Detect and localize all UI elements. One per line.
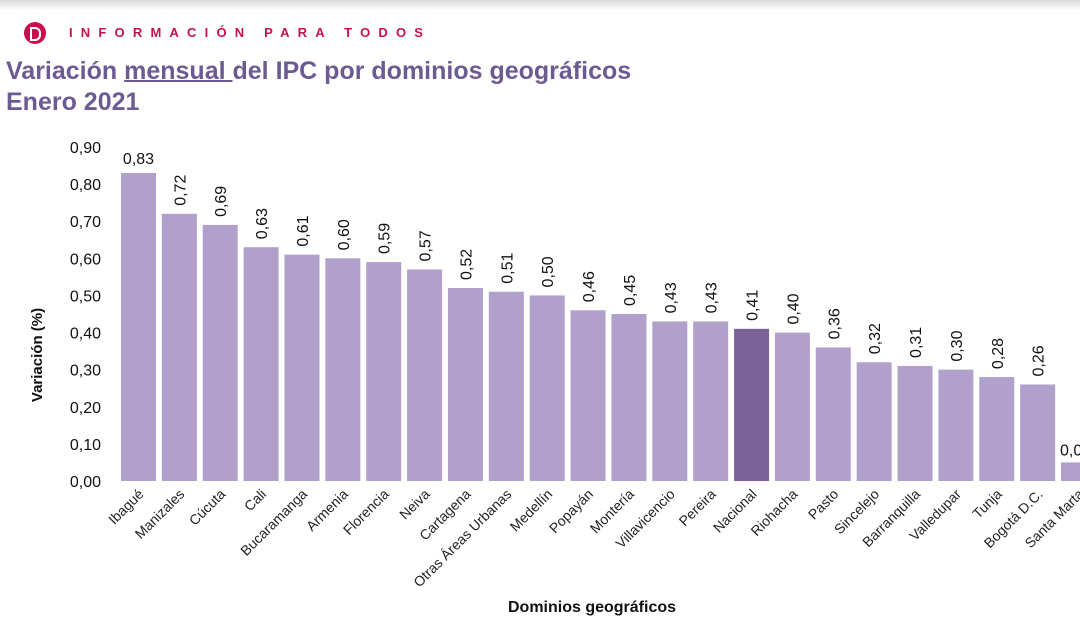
y-tick-label: 0,80 [70, 177, 101, 194]
data-label: 0,41 [745, 290, 762, 321]
data-label: 0,50 [540, 256, 557, 287]
bar [652, 321, 688, 481]
x-tick-label: Tunja [969, 486, 1005, 522]
data-label: 0,69 [213, 186, 230, 217]
x-axis-label: Dominios geográficos [508, 599, 676, 616]
data-label: 0,46 [581, 271, 598, 302]
x-tick-label: Popayán [546, 486, 596, 536]
bar [897, 365, 933, 481]
data-label: 0,63 [254, 208, 271, 239]
y-tick-label: 0,30 [70, 363, 101, 380]
bar [366, 262, 402, 481]
data-label: 0,59 [377, 223, 394, 254]
title-emphasis: mensual [124, 57, 233, 85]
bar [774, 332, 810, 481]
bar [243, 247, 279, 481]
x-tick-label: Cúcuta [186, 486, 229, 529]
bar [529, 295, 565, 481]
bar [938, 369, 974, 481]
data-label: 0,51 [499, 252, 516, 283]
data-label: 0,26 [1031, 345, 1048, 376]
x-tick-label: Cali [241, 486, 269, 514]
top-bar [0, 0, 1080, 10]
data-label: 0,60 [336, 219, 353, 250]
data-label: 0,05 [1060, 442, 1080, 459]
bar [693, 321, 729, 481]
x-tick-label: Neiva [396, 486, 433, 523]
y-tick-label: 0,40 [70, 326, 101, 343]
data-label: 0,40 [785, 293, 802, 324]
y-tick-label: 0,20 [70, 400, 101, 417]
bar [1061, 462, 1080, 481]
y-tick-label: 0,10 [70, 437, 101, 454]
bar [979, 377, 1015, 481]
data-label: 0,43 [704, 282, 721, 313]
bar [284, 254, 320, 481]
bar [202, 224, 238, 481]
bar [734, 328, 770, 481]
bar [407, 269, 443, 481]
tagline: INFORMACIÓN PARA TODOS [69, 25, 432, 40]
bar [447, 288, 483, 481]
y-tick-label: 0,60 [70, 251, 101, 268]
x-tick-label: Pasto [805, 486, 842, 523]
bar [611, 314, 647, 481]
x-tick-label: Florencia [340, 486, 392, 538]
y-tick-label: 0,00 [70, 474, 101, 491]
y-tick-label: 0,70 [70, 214, 101, 231]
data-label: 0,28 [990, 338, 1007, 369]
bar [325, 258, 361, 481]
bar [488, 291, 524, 481]
data-label: 0,61 [295, 215, 312, 246]
dane-logo-icon [24, 22, 46, 44]
data-label: 0,36 [826, 308, 843, 339]
data-label: 0,32 [867, 323, 884, 354]
bar [856, 362, 892, 481]
bar [161, 213, 197, 482]
data-label: 0,83 [123, 151, 154, 168]
data-label: 0,43 [663, 282, 680, 313]
data-label: 0,57 [418, 230, 435, 261]
title-part: Variación [6, 57, 125, 85]
data-label: 0,45 [622, 275, 639, 306]
data-label: 0,72 [172, 175, 189, 206]
data-label: 0,52 [458, 249, 475, 280]
data-label: 0,31 [908, 327, 925, 358]
data-label: 0,30 [949, 330, 966, 361]
y-tick-label: 0,50 [70, 288, 101, 305]
bar [1020, 384, 1056, 481]
title-part: del IPC por dominios geográficos [232, 57, 632, 85]
bar [121, 172, 156, 481]
chart-title: Variación mensual del IPC por dominios g… [6, 56, 631, 118]
y-tick-label: 0,90 [70, 140, 101, 157]
bar [570, 310, 606, 481]
chart-subtitle: Enero 2021 [6, 88, 140, 116]
y-axis-label: Variación (%) [29, 308, 46, 402]
bar [815, 347, 851, 481]
